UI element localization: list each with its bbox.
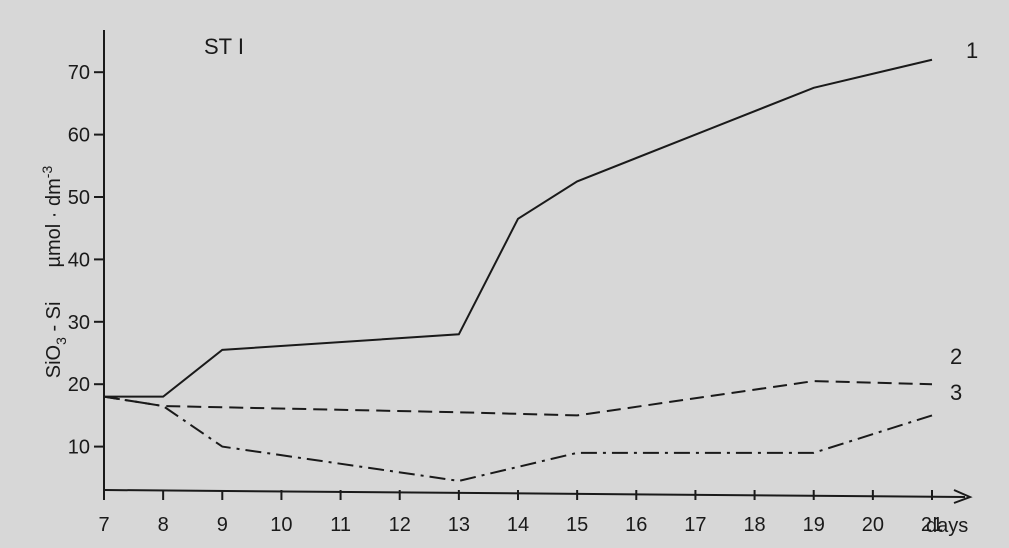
axes xyxy=(103,30,973,504)
x-axis-arrow xyxy=(953,489,973,504)
x-tick-label: 19 xyxy=(803,514,825,536)
x-tick-label: 13 xyxy=(448,514,470,536)
y-axis-label-sub: 3 xyxy=(53,337,69,345)
x-tick-label: 11 xyxy=(330,514,351,536)
y-tick-label: 20 xyxy=(68,374,90,396)
y-tick-label: 70 xyxy=(68,62,90,84)
x-tick-label: 18 xyxy=(743,514,765,536)
x-tick-label: 20 xyxy=(862,514,884,536)
x-tick-label: 7 xyxy=(98,514,109,536)
y-axis-label: SiO3 - Si µmol · dm-3 xyxy=(39,166,69,379)
y-axis-label-group: SiO3 - Si µmol · dm-3 xyxy=(39,166,69,379)
x-tick-label: 14 xyxy=(507,514,529,536)
x-tick-label: 17 xyxy=(684,514,706,536)
y-tick-label: 10 xyxy=(68,437,90,459)
x-axis-line xyxy=(103,489,966,498)
y-axis-label-exp: -3 xyxy=(39,166,55,179)
y-tick-label: 40 xyxy=(68,249,90,271)
series-line-3 xyxy=(103,395,933,482)
x-tick-label: 9 xyxy=(217,514,228,536)
series-label-2: 2 xyxy=(950,344,962,369)
y-tick-label: 30 xyxy=(68,312,90,334)
series-line-2 xyxy=(103,380,933,417)
x-axis-label: days xyxy=(926,515,968,537)
x-tick-label: 12 xyxy=(389,514,411,536)
x-tick-label: 10 xyxy=(270,514,292,536)
series-label-3: 3 xyxy=(950,380,962,405)
x-tick-label: 16 xyxy=(625,514,647,536)
chart-annotation: ST I xyxy=(204,34,244,59)
y-axis-label-unit: µmol · dm xyxy=(43,178,65,267)
y-axis-label-species: SiO xyxy=(43,345,65,378)
x-tick-label: 15 xyxy=(566,514,588,536)
series-line-1 xyxy=(104,58,933,398)
series-group: 1 2 3 xyxy=(103,38,978,482)
ticks: 7 8 9 10 11 12 13 14 15 16 17 18 19 20 21 10 20 30 40 50 60 7… xyxy=(68,62,943,536)
y-tick-label: 50 xyxy=(68,187,90,209)
x-tick-label: 8 xyxy=(158,514,169,536)
series-label-1: 1 xyxy=(966,38,978,63)
y-axis-label-si: - Si xyxy=(43,302,65,338)
y-tick-label: 60 xyxy=(68,125,90,147)
x-tick-label: 21 xyxy=(921,514,943,536)
